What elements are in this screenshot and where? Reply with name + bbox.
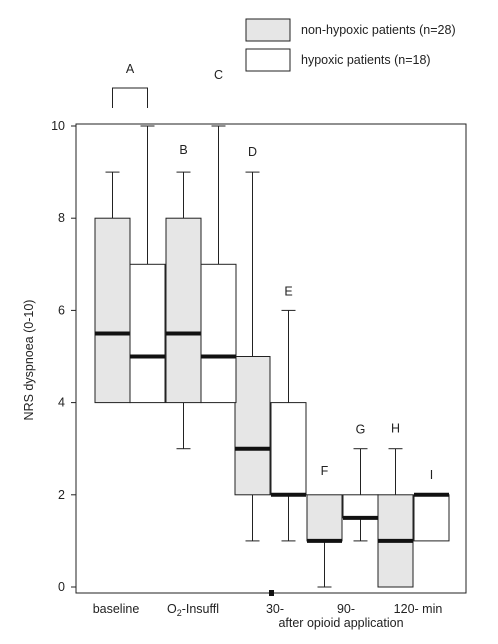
annotation-label: C [214, 68, 223, 82]
x-label-90: 90- [337, 602, 355, 616]
annotation-label: H [391, 422, 400, 436]
y-axis-title: NRS dyspnoea (0-10) [22, 300, 36, 421]
legend-swatch-hypoxic [245, 48, 291, 72]
y-tick-label: 0 [58, 580, 65, 594]
annotation-label: G [356, 423, 366, 437]
box-hypoxic [129, 263, 166, 404]
annotation-bracket [112, 87, 148, 108]
x-label-o2-sub: 2 [177, 608, 182, 618]
box-non-hypoxic [165, 217, 202, 404]
annotation-label: A [126, 62, 135, 76]
x-label-o2-pre: O [167, 602, 177, 616]
box-hypoxic [342, 494, 379, 519]
annotation-label: B [179, 143, 187, 157]
y-tick-label: 2 [58, 488, 65, 502]
box-hypoxic [200, 263, 237, 404]
x-label-30: 30- [266, 602, 284, 616]
annotation-label: I [430, 468, 433, 482]
annotation-label: F [321, 464, 329, 478]
legend-label-non-hypoxic: non-hypoxic patients (n=28) [301, 23, 456, 37]
box-hypoxic [413, 494, 450, 542]
x-label-o2-insuffl: O2-Insuffl [167, 602, 219, 618]
box-non-hypoxic [306, 494, 343, 542]
y-tick-label: 6 [58, 303, 65, 317]
legend-label-hypoxic: hypoxic patients (n=18) [301, 53, 431, 67]
box-non-hypoxic [94, 217, 131, 404]
x-label-120-min: 120- min [394, 602, 443, 616]
legend: non-hypoxic patients (n=28) hypoxic pati… [245, 18, 456, 72]
y-tick-label: 10 [51, 119, 65, 133]
annotation-label: E [284, 284, 292, 298]
box-non-hypoxic [234, 356, 271, 496]
x-axis-secondary-label: after opioid application [278, 616, 403, 630]
y-tick-label: 8 [58, 211, 65, 225]
y-tick-label: 4 [58, 396, 65, 410]
x-axis-marker [269, 590, 274, 596]
annotation-label: D [248, 145, 257, 159]
box-hypoxic [270, 402, 307, 496]
legend-swatch-non-hypoxic [245, 18, 291, 42]
x-label-o2-post: -Insuffl [182, 602, 219, 616]
x-label-baseline: baseline [93, 602, 140, 616]
